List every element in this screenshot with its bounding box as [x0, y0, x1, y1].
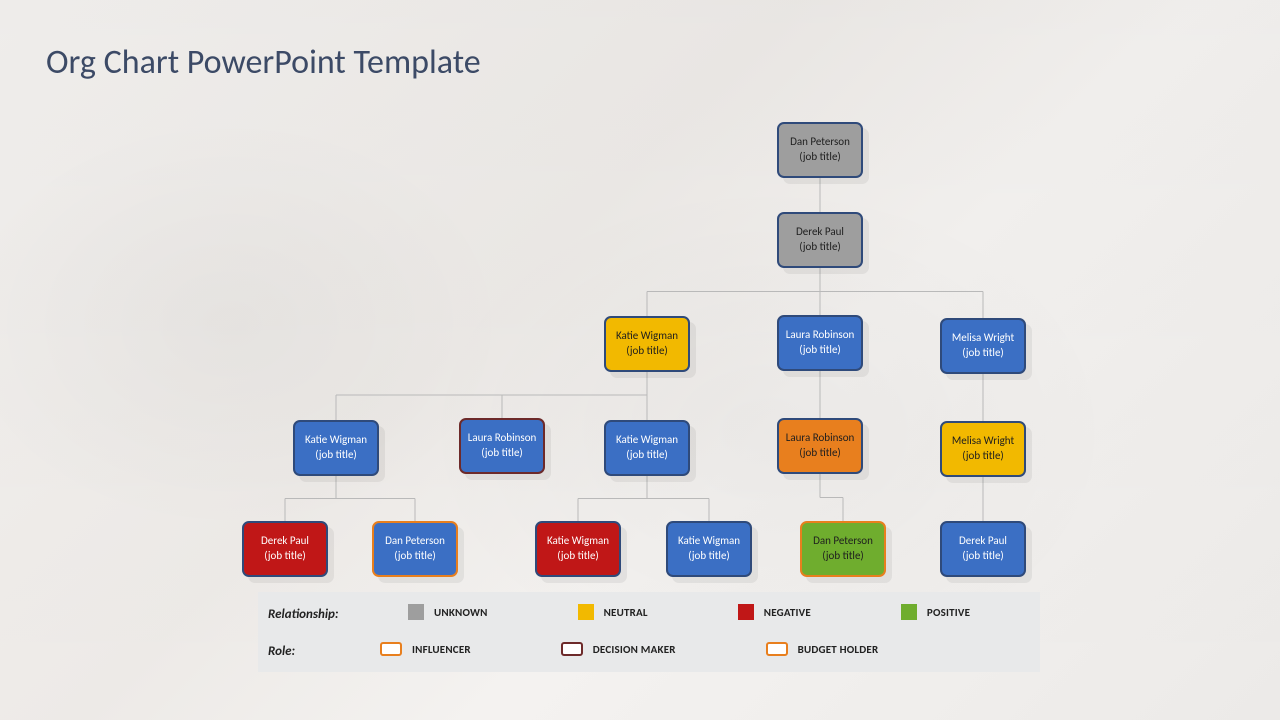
org-node-name: Melisa Wright [952, 434, 1014, 449]
org-node-role: (job title) [962, 346, 1004, 361]
legend-role-swatch [766, 642, 788, 656]
legend-swatch [408, 604, 424, 620]
legend-item-text: NEUTRAL [604, 606, 648, 619]
org-node-name: Katie Wigman [616, 329, 678, 344]
org-node-role: (job title) [394, 549, 436, 564]
legend-role-swatch [380, 642, 402, 656]
legend-relationship-item: UNKNOWN [408, 604, 488, 620]
legend-row-role: Role: INFLUENCER DECISION MAKER BUDGET HOL… [268, 642, 1030, 661]
legend-relationship-item: NEGATIVE [738, 604, 811, 620]
legend-panel: Relationship: UNKNOWN NEUTRAL NEGATIVE POSI… [258, 592, 1040, 672]
org-node: Derek Paul(job title) [940, 521, 1026, 577]
legend-item-text: BUDGET HOLDER [798, 643, 879, 656]
legend-role-item: INFLUENCER [380, 642, 471, 656]
org-node: Katie Wigman(job title) [604, 420, 690, 476]
legend-swatch [578, 604, 594, 620]
legend-relationship-item: POSITIVE [901, 604, 970, 620]
org-node-role: (job title) [962, 449, 1004, 464]
org-node-role: (job title) [799, 446, 841, 461]
legend-swatch [738, 604, 754, 620]
org-node-role: (job title) [481, 446, 523, 461]
legend-item-text: INFLUENCER [412, 643, 471, 656]
legend-row-relationship: Relationship: UNKNOWN NEUTRAL NEGATIVE POSI… [268, 604, 1030, 625]
org-node-name: Katie Wigman [678, 534, 740, 549]
org-node-name: Katie Wigman [305, 433, 367, 448]
org-node: Melisa Wright(job title) [940, 421, 1026, 477]
org-node: Katie Wigman(job title) [604, 316, 690, 372]
org-node: Derek Paul(job title) [242, 521, 328, 577]
org-node-role: (job title) [264, 549, 306, 564]
org-node-name: Derek Paul [261, 534, 309, 549]
org-node: Laura Robinson(job title) [777, 315, 863, 371]
org-node: Katie Wigman(job title) [666, 521, 752, 577]
legend-role-swatch [561, 642, 583, 656]
org-node: Melisa Wright(job title) [940, 318, 1026, 374]
legend-item-text: POSITIVE [927, 606, 970, 619]
org-node-role: (job title) [315, 448, 357, 463]
org-node-role: (job title) [799, 150, 841, 165]
org-node-role: (job title) [557, 549, 599, 564]
legend-item-text: NEGATIVE [764, 606, 811, 619]
slide-title: Org Chart PowerPoint Template [46, 42, 481, 83]
org-node: Dan Peterson(job title) [777, 122, 863, 178]
org-node-role: (job title) [822, 549, 864, 564]
org-node-role: (job title) [688, 549, 730, 564]
org-node-name: Melisa Wright [952, 331, 1014, 346]
org-node-role: (job title) [799, 343, 841, 358]
legend-item-text: UNKNOWN [434, 606, 488, 619]
legend-role-item: BUDGET HOLDER [766, 642, 879, 656]
org-node-name: Katie Wigman [616, 433, 678, 448]
org-node-name: Laura Robinson [786, 431, 855, 446]
org-node-name: Derek Paul [796, 225, 844, 240]
org-node-role: (job title) [799, 240, 841, 255]
org-node-name: Dan Peterson [813, 534, 873, 549]
org-node-role: (job title) [626, 344, 668, 359]
org-node: Laura Robinson(job title) [459, 418, 545, 474]
legend-role-label: Role: [268, 644, 368, 659]
org-node: Derek Paul(job title) [777, 212, 863, 268]
org-node: Laura Robinson(job title) [777, 418, 863, 474]
org-node-name: Derek Paul [959, 534, 1007, 549]
org-node-name: Laura Robinson [468, 431, 537, 446]
org-node-role: (job title) [626, 448, 668, 463]
legend-item-text: DECISION MAKER [593, 643, 676, 656]
legend-relationship-item: NEUTRAL [578, 604, 648, 620]
legend-relationship-label: Relationship: [268, 607, 368, 622]
org-node: Dan Peterson(job title) [800, 521, 886, 577]
org-node: Katie Wigman(job title) [293, 420, 379, 476]
org-node-name: Dan Peterson [790, 135, 850, 150]
legend-role-item: DECISION MAKER [561, 642, 676, 656]
org-node-name: Katie Wigman [547, 534, 609, 549]
org-node: Katie Wigman(job title) [535, 521, 621, 577]
org-node: Dan Peterson(job title) [372, 521, 458, 577]
legend-swatch [901, 604, 917, 620]
org-node-name: Laura Robinson [786, 328, 855, 343]
org-node-name: Dan Peterson [385, 534, 445, 549]
org-node-role: (job title) [962, 549, 1004, 564]
